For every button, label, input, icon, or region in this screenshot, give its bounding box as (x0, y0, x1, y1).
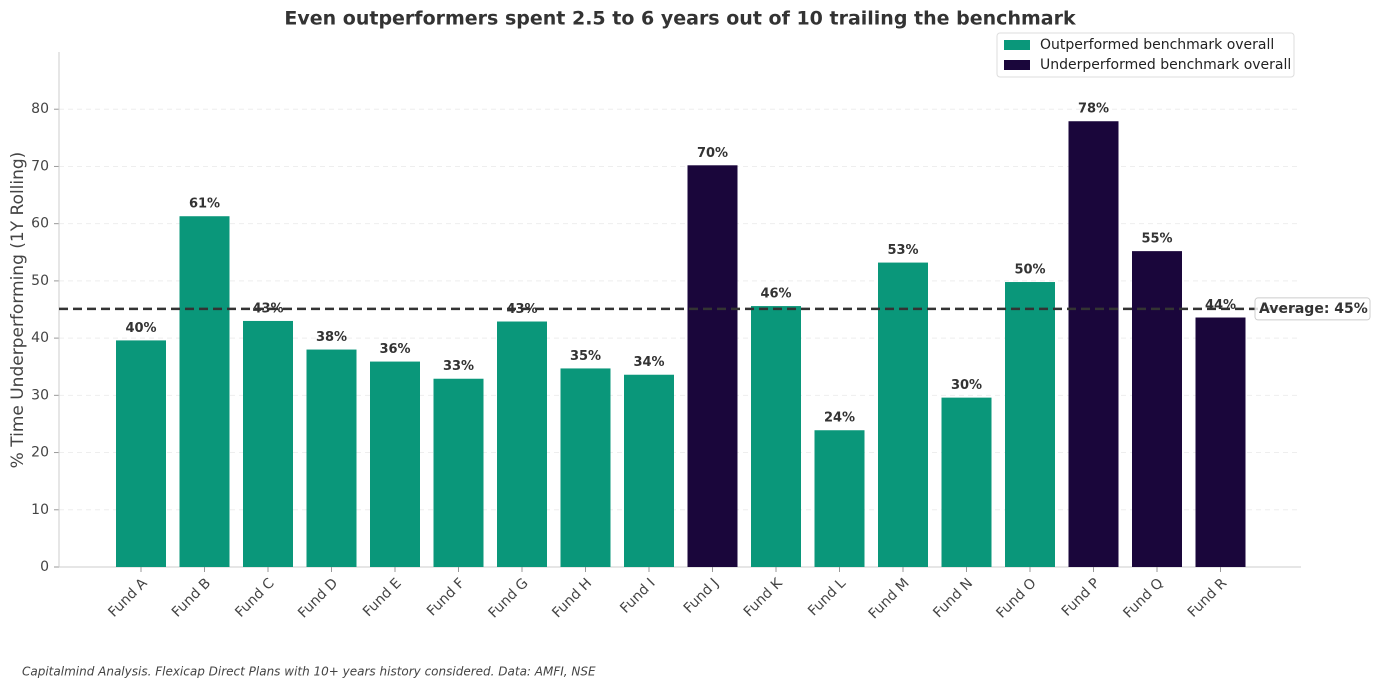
bar (814, 430, 865, 567)
bar (1068, 121, 1119, 567)
bar (179, 216, 230, 567)
x-tick-label: Fund Q (1120, 575, 1166, 621)
x-tick-label: Fund G (486, 575, 532, 621)
average-label-box (1254, 297, 1371, 321)
y-tick-label: 30 (31, 387, 49, 403)
bar (370, 361, 420, 567)
value-label: 55% (1141, 232, 1172, 247)
x-tick-label: Fund H (549, 575, 595, 621)
y-tick-label: 0 (40, 559, 49, 575)
value-label: 53% (887, 243, 918, 258)
bar (433, 378, 484, 567)
x-tick-label: Fund C (232, 575, 278, 621)
legend-box (996, 32, 1295, 78)
legend-label: Outperformed benchmark overall (1040, 37, 1274, 53)
value-label: 30% (951, 378, 982, 393)
value-label: 35% (570, 349, 601, 364)
bar (1005, 282, 1055, 567)
x-tick-label: Fund I (617, 575, 658, 616)
value-label: 70% (697, 146, 728, 161)
bar (878, 262, 928, 567)
value-label: 50% (1014, 263, 1045, 278)
bar (1132, 251, 1182, 567)
y-tick-label: 80 (31, 101, 49, 117)
bar (941, 397, 992, 567)
x-tick-label: Fund A (105, 575, 151, 621)
y-tick-label: 10 (31, 502, 49, 518)
x-tick-label: Fund P (1059, 575, 1103, 619)
bar (560, 368, 611, 567)
x-tick-label: Fund K (741, 575, 787, 621)
value-label: 44% (1205, 298, 1236, 313)
bar (243, 320, 293, 567)
value-label: 78% (1078, 102, 1109, 117)
value-label: 24% (824, 411, 855, 426)
x-tick-label: Fund O (993, 575, 1039, 621)
y-tick-label: 70 (31, 158, 49, 174)
value-label: 38% (316, 330, 347, 345)
bar (116, 340, 166, 567)
x-tick-label: Fund R (1185, 575, 1231, 621)
y-tick-label: 20 (31, 445, 49, 461)
legend-label: Underperformed benchmark overall (1040, 57, 1291, 73)
x-tick-label: Fund F (424, 575, 468, 619)
value-label: 33% (443, 359, 474, 374)
value-label: 36% (379, 342, 410, 357)
bar (1195, 317, 1246, 567)
y-tick-label: 50 (31, 273, 49, 289)
value-label: 46% (760, 287, 791, 302)
value-label: 40% (125, 321, 156, 336)
x-tick-label: Fund L (805, 575, 849, 619)
x-tick-label: Fund J (681, 575, 722, 616)
bar (306, 349, 357, 567)
legend-swatch (1004, 60, 1030, 70)
y-axis-label: % Time Underperforming (1Y Rolling) (8, 152, 28, 469)
bar (687, 165, 738, 568)
legend-swatch (1004, 40, 1030, 50)
y-tick-label: 40 (31, 330, 49, 346)
bar (751, 306, 801, 567)
value-label: 43% (252, 301, 283, 316)
chart-title: Even outperformers spent 2.5 to 6 years … (284, 8, 1076, 30)
value-label: 61% (189, 197, 220, 212)
x-tick-label: Fund E (360, 575, 405, 620)
x-tick-label: Fund M (866, 575, 913, 622)
x-tick-label: Fund D (295, 575, 341, 621)
footnote: Capitalmind Analysis. Flexicap Direct Pl… (22, 665, 596, 679)
x-tick-label: Fund B (169, 575, 214, 620)
x-tick-label: Fund N (930, 575, 976, 621)
bar (497, 321, 547, 567)
bar (624, 374, 674, 567)
y-tick-label: 60 (31, 216, 49, 232)
value-label: 34% (633, 355, 664, 370)
average-label: Average: 45% (1259, 301, 1368, 317)
